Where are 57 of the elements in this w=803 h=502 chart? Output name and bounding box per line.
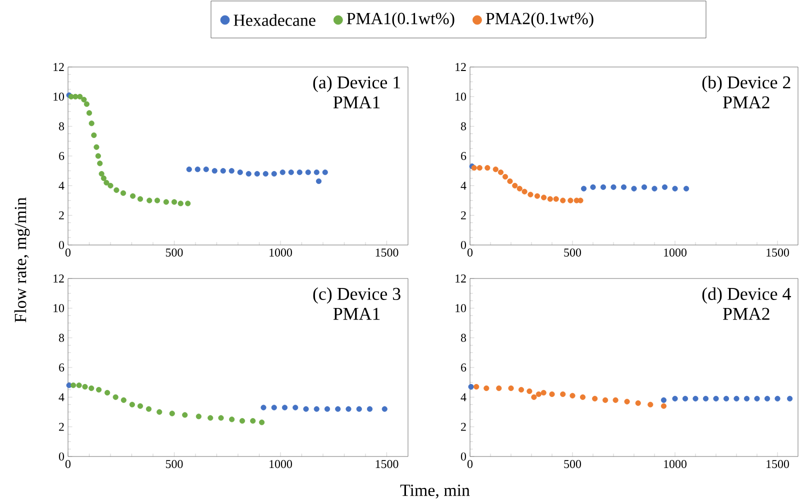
x-tick-label: 1000 — [664, 460, 686, 468]
y-tick-label: 10 — [54, 304, 64, 312]
y-tick-label: 0 — [460, 241, 466, 250]
y-tick-label: 12 — [456, 63, 466, 72]
y-tick-label: 10 — [456, 92, 466, 101]
x-tick-label: 0 — [467, 248, 473, 257]
y-tick-label: 4 — [460, 393, 466, 402]
y-tick-label: 12 — [54, 274, 64, 283]
x-tick-label: 1500 — [376, 460, 398, 468]
y-tick-label: 0 — [58, 241, 64, 250]
x-tick-label: 500 — [564, 460, 582, 468]
x-tick-label: 1000 — [270, 460, 292, 468]
chart-title: (d) Device 4 — [702, 287, 791, 304]
y-tick-label: 12 — [54, 63, 64, 72]
x-axis-title: Time, min — [400, 484, 470, 499]
chart-title: (c) Device 3 — [313, 287, 400, 304]
y-tick-label: 4 — [58, 182, 64, 190]
text: PMA1 — [333, 96, 380, 108]
x-tick-label: 0 — [65, 248, 71, 257]
legend-label: Hexadecane — [234, 14, 316, 26]
legend-label: PMA2(0.1wt%) — [486, 12, 594, 28]
x-tick-label: 1500 — [766, 460, 789, 468]
x-tick-label: 0 — [65, 460, 71, 468]
y-tick-label: 2 — [59, 422, 64, 431]
legend-label: PMA1(0.1wt%) — [346, 12, 454, 28]
y-tick-label: 8 — [460, 334, 466, 342]
y-tick-label: 6 — [59, 364, 64, 372]
x-tick-label: 0 — [467, 460, 473, 468]
chart-title: (b) Device 2 — [702, 76, 790, 92]
text: PMA2 — [722, 96, 770, 108]
y-tick-label: 8 — [58, 122, 64, 130]
y-tick-label: 12 — [456, 274, 466, 283]
y-tick-label: 8 — [460, 122, 466, 130]
x-tick-label: 1500 — [376, 248, 398, 257]
y-tick-label: 8 — [58, 334, 64, 342]
y-tick-label: 6 — [59, 152, 64, 160]
y-tick-label: 2 — [461, 211, 466, 220]
y-tick-label: 0 — [460, 452, 466, 461]
x-tick-label: 1000 — [270, 248, 292, 257]
y-tick-label: 2 — [59, 211, 64, 220]
y-tick-label: 4 — [58, 393, 64, 402]
y-tick-label: 10 — [456, 304, 466, 312]
x-tick-label: 500 — [166, 460, 183, 468]
x-tick-label: 1000 — [664, 248, 686, 257]
x-tick-label: 1500 — [766, 248, 789, 257]
y-tick-label: 4 — [460, 182, 466, 190]
y-tick-label: 2 — [461, 422, 466, 431]
y-tick-label: 0 — [58, 452, 64, 461]
y-axis-title: Flow rate, mg/min — [14, 198, 30, 322]
x-tick-label: 500 — [564, 248, 582, 257]
text: PMA1 — [333, 308, 380, 320]
y-tick-label: 10 — [54, 92, 64, 101]
y-tick-label: 6 — [461, 152, 466, 160]
y-tick-label: 6 — [461, 364, 466, 372]
chart-title: (a) Device 1 — [313, 76, 400, 92]
text: PMA2 — [722, 308, 770, 320]
x-tick-label: 500 — [166, 248, 183, 257]
